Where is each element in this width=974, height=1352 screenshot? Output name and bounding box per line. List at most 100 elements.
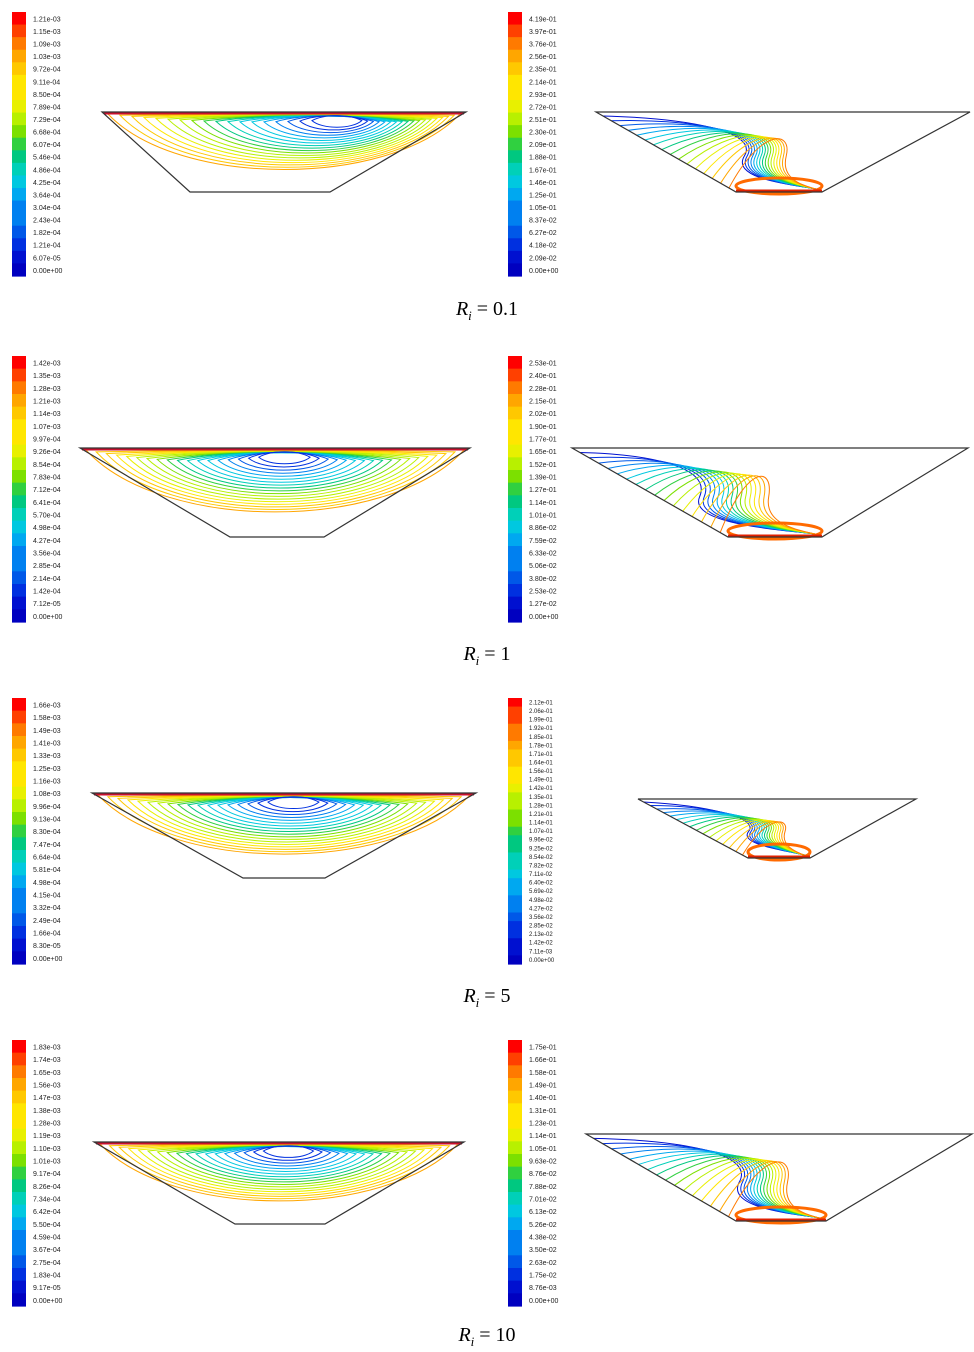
legend-label: 1.14e-01 [529, 1133, 557, 1140]
legend-label: 2.85e-04 [33, 563, 61, 570]
legend-swatch [508, 792, 522, 802]
legend-label: 1.27e-02 [529, 601, 557, 608]
legend-label: 5.26e-02 [529, 1222, 557, 1229]
caption-ri-5: Ri = 5 [463, 985, 511, 1010]
legend-label: 1.28e-01 [529, 803, 553, 809]
legend-swatch [508, 558, 522, 572]
legend-label: 2.40e-01 [529, 373, 557, 380]
legend-label: 0.00e+00 [529, 1298, 558, 1305]
streamline [274, 115, 381, 136]
legend-swatch [508, 62, 522, 76]
legend-label: 2.28e-01 [529, 386, 557, 393]
legend-label: 1.42e-01 [529, 786, 553, 792]
legend-swatch [508, 835, 522, 845]
legend-label: 5.70e-04 [33, 513, 61, 520]
legend-label: 1.83e-03 [33, 1045, 61, 1052]
legend-swatch [12, 1166, 26, 1180]
legend-swatch [12, 225, 26, 239]
legend-swatch [12, 444, 26, 458]
legend-label: 1.56e-03 [33, 1083, 61, 1090]
legend-label: 2.63e-02 [529, 1260, 557, 1267]
legend-label: 1.31e-01 [529, 1108, 557, 1115]
streamline [106, 794, 463, 853]
legend-label: 7.01e-02 [529, 1197, 557, 1204]
legend-swatch [508, 912, 522, 922]
legend-label: 2.72e-01 [529, 104, 557, 111]
legend-swatch [12, 1052, 26, 1066]
legend-swatch [12, 761, 26, 775]
legend-swatch [12, 100, 26, 114]
legend-label: 8.30e-04 [33, 829, 61, 836]
legend-swatch [508, 444, 522, 458]
legend-label: 7.82e-02 [529, 863, 553, 869]
legend-swatch [508, 1293, 522, 1307]
legend-swatch [12, 495, 26, 509]
legend-label: 8.37e-02 [529, 218, 557, 225]
legend-left-0: 1.21e-03 1.15e-03 1.09e-03 1.03e-03 9.72e-04… [12, 12, 62, 277]
legend-label: 1.92e-01 [529, 726, 553, 732]
legend-label: 9.97e-04 [33, 437, 61, 444]
legend-label: 9.26e-04 [33, 449, 61, 456]
legend-label: 2.09e-02 [529, 255, 557, 262]
legend-label: 3.04e-04 [33, 205, 61, 212]
legend-swatch [12, 710, 26, 724]
streamline [105, 450, 448, 508]
legend-label: 3.50e-02 [529, 1247, 557, 1254]
legend-swatch [12, 457, 26, 471]
legend-swatch [508, 1040, 522, 1054]
isotherm-contours-0 [602, 115, 824, 196]
legend-label: 1.09e-03 [33, 42, 61, 49]
legend-label: 5.46e-04 [33, 155, 61, 162]
legend-label: 1.83e-04 [33, 1273, 61, 1280]
legend-swatch [12, 558, 26, 572]
legend-label: 7.11e-02 [529, 872, 553, 878]
legend-label: 1.47e-03 [33, 1095, 61, 1102]
caption-ri-10: Ri = 10 [458, 1324, 516, 1349]
streamline-contours-1 [82, 448, 468, 513]
legend-swatch [12, 1040, 26, 1054]
legend-label: 1.42e-03 [33, 361, 61, 368]
legend-swatch [508, 809, 522, 819]
legend-label: 1.28e-03 [33, 1121, 61, 1128]
legend-label: 2.56e-01 [529, 54, 557, 61]
legend-swatch [12, 200, 26, 214]
legend-swatch [508, 74, 522, 89]
legend-label: 5.69e-02 [529, 889, 553, 895]
legend-label: 3.32e-04 [33, 905, 61, 912]
legend-swatch [508, 37, 522, 51]
legend-swatch [12, 1255, 26, 1269]
legend-swatch [508, 125, 522, 139]
legend-swatch [508, 715, 522, 725]
legend-swatch [12, 1192, 26, 1206]
legend-label: 1.35e-03 [33, 373, 61, 380]
legend-swatch [12, 419, 26, 433]
legend-label: 1.21e-03 [33, 16, 61, 23]
isotherm [728, 1161, 823, 1220]
legend-label: 8.76e-03 [529, 1285, 557, 1292]
legend-label: 1.52e-01 [529, 462, 557, 469]
legend-label: 4.25e-04 [33, 180, 61, 187]
legend-label: 4.98e-04 [33, 525, 61, 532]
legend-label: 1.88e-01 [529, 155, 557, 162]
legend-swatch [508, 584, 522, 598]
legend-label: 1.03e-03 [33, 54, 61, 61]
legend-swatch [12, 406, 26, 420]
legend-swatch [508, 1078, 522, 1092]
legend-swatch [508, 100, 522, 114]
legend-label: 4.27e-02 [529, 906, 553, 912]
legend-label: 6.41e-04 [33, 500, 61, 507]
legend-label: 2.53e-02 [529, 589, 557, 596]
legend-swatch [508, 1179, 522, 1193]
legend-label: 0.00e+00 [529, 958, 555, 964]
legend-swatch [508, 225, 522, 239]
legend-swatch [508, 381, 522, 395]
legend-label: 1.21e-04 [33, 243, 61, 250]
legend-swatch [508, 1230, 522, 1244]
legend-label: 2.53e-01 [529, 361, 557, 368]
isotherm [742, 821, 807, 857]
legend-swatch [508, 1128, 522, 1142]
legend-swatch [508, 818, 522, 828]
legend-swatch [508, 432, 522, 446]
legend-swatch [12, 150, 26, 164]
legend-swatch [12, 748, 26, 762]
